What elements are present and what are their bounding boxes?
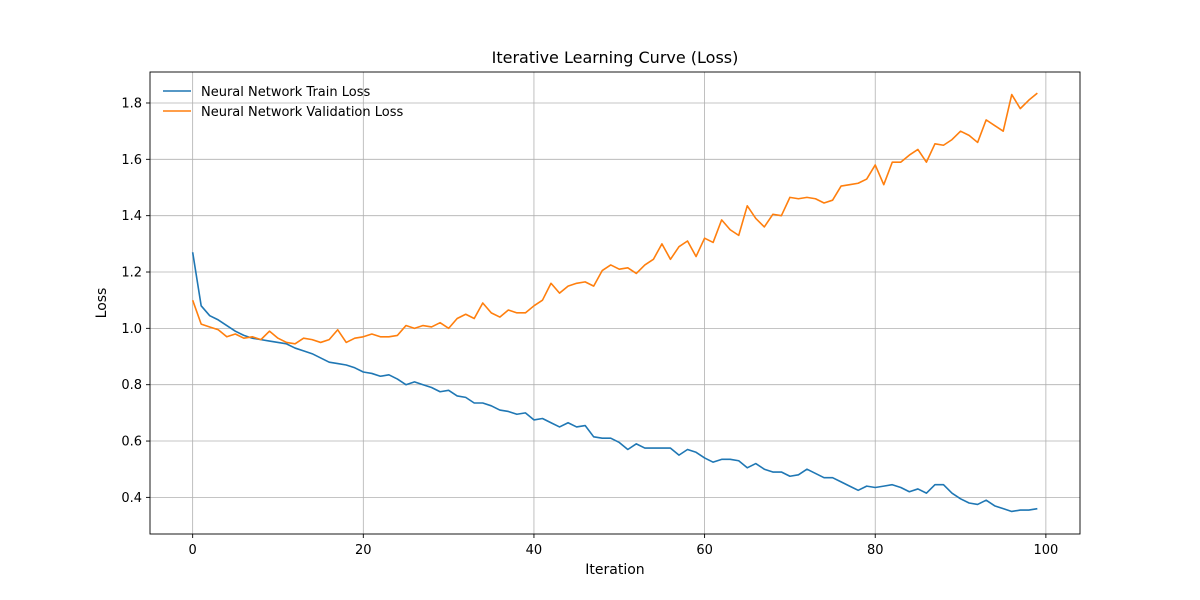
y-tick-label: 0.4 bbox=[121, 491, 142, 506]
series-group bbox=[191, 92, 1038, 513]
x-tick-label: 40 bbox=[526, 543, 543, 558]
grid bbox=[150, 72, 1080, 534]
x-tick-label: 100 bbox=[1033, 543, 1058, 558]
y-tick-label: 1.2 bbox=[121, 266, 142, 281]
chart-title: Iterative Learning Curve (Loss) bbox=[492, 48, 739, 67]
y-tick-label: 0.6 bbox=[121, 435, 142, 450]
y-tick-label: 1.8 bbox=[121, 96, 142, 111]
y-tick-label: 0.8 bbox=[121, 378, 142, 393]
ticks: 0 20 40 60 80 100 0.4 0.6 0.8 1.0 1.2 1.4 1.6 1.8 bbox=[121, 96, 1058, 558]
x-tick-label: 0 bbox=[189, 543, 197, 558]
legend-label-train: Neural Network Train Loss bbox=[201, 85, 370, 100]
y-tick-label: 1.0 bbox=[121, 322, 142, 337]
legend: Neural Network Train Loss Neural Network… bbox=[163, 85, 403, 120]
validation-loss-line bbox=[191, 92, 1038, 345]
x-tick-label: 80 bbox=[867, 543, 884, 558]
train-loss-line bbox=[191, 252, 1038, 513]
plot-frame bbox=[149, 71, 1081, 535]
y-axis-label: Loss bbox=[94, 288, 110, 319]
x-tick-label: 20 bbox=[355, 543, 372, 558]
x-axis-label: Iteration bbox=[585, 562, 644, 578]
y-tick-label: 1.4 bbox=[121, 209, 142, 224]
x-tick-label: 60 bbox=[696, 543, 713, 558]
y-tick-label: 1.6 bbox=[121, 153, 142, 168]
legend-label-validation: Neural Network Validation Loss bbox=[201, 105, 403, 120]
